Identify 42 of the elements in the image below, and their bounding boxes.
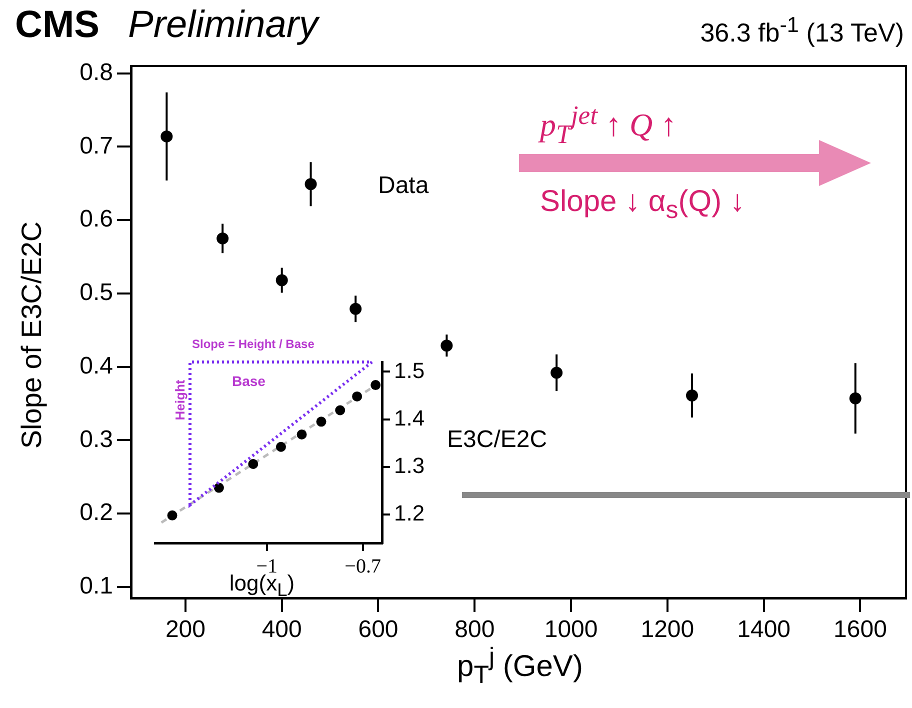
y-tick-label: 0.6: [80, 206, 113, 233]
point: [167, 510, 178, 520]
x-tick-label: 1200: [640, 616, 694, 644]
text: 36.3 fb$^{-1}$ (13 TeV): [700, 12, 904, 49]
y-tick-label: 0.7: [80, 132, 113, 160]
y-tick-label: 0.4: [80, 352, 113, 380]
annotation: Slope = Height / Base: [192, 337, 314, 351]
y-tick-label: 0.3: [80, 426, 113, 453]
chart-title: CMS: [15, 4, 100, 47]
x-tick-label: 1400: [737, 616, 791, 644]
x-tick-label: 800: [454, 616, 495, 644]
y-tick-label: 0.1: [80, 572, 113, 600]
x-tick-label: 1600: [834, 616, 887, 644]
point: [335, 405, 346, 416]
x-tick-label: 1000: [544, 616, 598, 644]
annotation: Data: [378, 172, 429, 200]
y-axis-title: Slope of E3C/E2C: [16, 221, 48, 449]
point: [352, 391, 362, 402]
x-tick-label: 600: [358, 616, 398, 644]
x-tick-label: −0.7: [344, 555, 381, 578]
x-tick-label: 200: [165, 616, 206, 644]
annotation: Base: [232, 373, 266, 389]
point: [214, 482, 224, 493]
x-tick-label: 400: [262, 616, 302, 644]
point: [276, 442, 286, 452]
y-tick-label: 1.2: [394, 500, 425, 526]
point: [316, 416, 326, 427]
y-axis-title: E3C/E2C: [447, 426, 548, 454]
y-tick-label: 0.8: [80, 58, 113, 86]
x-axis-title: p$_{T}$$^{j}$ (GeV): [457, 643, 583, 690]
y-tick-label: 1.5: [394, 358, 425, 383]
annotation: Height: [172, 380, 188, 420]
point: [248, 459, 258, 470]
point: [370, 380, 381, 390]
y-tick-label: 0.2: [80, 499, 113, 526]
y-tick-label: 1.3: [394, 452, 425, 478]
point: [296, 430, 307, 440]
y-tick-label: 1.4: [394, 405, 425, 430]
annotation: Slope ↓ α$_{s}$(Q) ↓: [540, 185, 745, 225]
annotation: p$_{T}$$^{jet}$ ↑ Q ↑: [540, 100, 677, 150]
y-tick-label: 0.5: [80, 279, 113, 306]
chart-subtitle: Preliminary: [128, 4, 318, 47]
